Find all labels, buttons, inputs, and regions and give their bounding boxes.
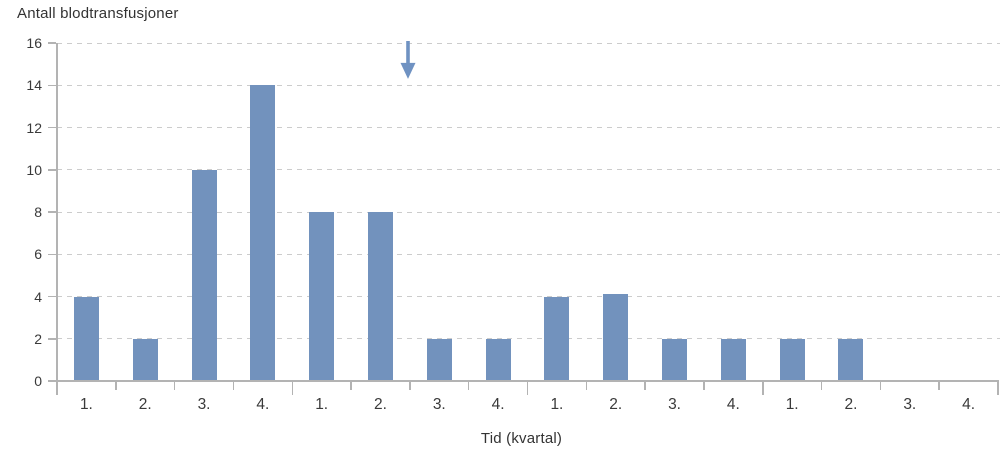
x-tick-label: 4.: [491, 396, 505, 413]
x-axis-tick: [879, 381, 882, 390]
bar-quarter-3: [191, 169, 217, 381]
x-tick-label: 2.: [374, 396, 387, 413]
x-tick-label: 2.: [138, 396, 152, 413]
bar-quarter-5: [309, 212, 335, 381]
x-axis-tick: [115, 381, 117, 390]
x-tick-label: 1.: [315, 396, 329, 413]
x-tick-label: 1.: [550, 396, 564, 413]
y-tick-label: 4: [34, 288, 42, 305]
gridline: [57, 211, 1000, 213]
bar-quarter-11: [662, 338, 688, 381]
x-axis-year-tick: [762, 381, 764, 395]
bar-quarter-4: [250, 85, 276, 381]
y-axis-tick: [48, 169, 56, 171]
x-tick-label: 4.: [256, 396, 270, 413]
gridline: [57, 253, 1000, 255]
y-axis-tick: [48, 84, 56, 86]
y-axis-tick: [48, 211, 56, 213]
x-axis-year-tick: [997, 381, 999, 395]
x-tick-label: 4.: [962, 396, 976, 413]
chart-title: Antall blodtransfusjoner: [17, 5, 179, 22]
x-axis-title: Tid (kvartal): [480, 430, 563, 447]
y-tick-label: 0: [34, 373, 42, 389]
y-axis-tick: [48, 253, 56, 255]
bar-quarter-13: [779, 338, 805, 381]
x-axis-tick: [409, 381, 411, 390]
y-axis-tick: [48, 338, 56, 340]
bar-quarter-9: [544, 296, 570, 381]
y-tick-label: 12: [26, 119, 42, 136]
bar-quarter-7: [426, 338, 452, 381]
x-axis-tick: [703, 381, 705, 390]
y-tick-label: 10: [26, 161, 42, 178]
x-axis-year-tick: [526, 381, 529, 395]
bar-quarter-14: [838, 338, 864, 381]
x-tick-label: 3.: [668, 396, 681, 413]
y-tick-label: 8: [34, 204, 42, 220]
gridline: [57, 84, 1000, 86]
y-axis-tick: [48, 295, 56, 298]
x-axis-tick: [938, 381, 940, 390]
x-axis-tick: [820, 381, 823, 390]
x-axis-tick: [350, 381, 352, 390]
x-axis-tick: [467, 381, 470, 390]
bar-quarter-8: [485, 338, 511, 381]
x-tick-label: 1.: [785, 396, 799, 413]
x-tick-label: 4.: [726, 396, 740, 413]
bar-quarter-6: [367, 212, 393, 381]
x-axis-tick: [173, 381, 176, 390]
down-arrow-icon: [400, 41, 416, 79]
bar-quarter-1: [73, 296, 99, 381]
gridline: [57, 127, 1000, 128]
gridline: [57, 338, 1000, 340]
gridline: [57, 296, 1000, 297]
x-tick-label: 3.: [432, 396, 446, 413]
x-tick-label: 3.: [197, 396, 211, 413]
y-axis-line: [56, 43, 58, 381]
bar-quarter-2: [132, 338, 158, 381]
x-axis-year-tick: [291, 381, 293, 395]
x-tick-label: 3.: [903, 396, 917, 413]
gridline: [57, 42, 1000, 44]
x-axis-tick: [644, 381, 646, 390]
y-tick-label: 16: [26, 35, 42, 51]
x-axis-year-tick: [56, 381, 58, 395]
y-tick-label: 14: [26, 77, 42, 94]
bar-quarter-12: [720, 338, 746, 381]
x-tick-label: 2.: [844, 396, 858, 413]
bar-quarter-10: [603, 294, 629, 381]
x-axis-tick: [232, 381, 235, 390]
x-tick-label: 2.: [609, 396, 623, 413]
gridline: [57, 169, 1000, 171]
y-axis-tick: [48, 126, 56, 129]
x-tick-label: 1.: [79, 396, 93, 413]
x-axis-tick: [585, 381, 588, 390]
y-axis-tick: [48, 42, 56, 44]
y-tick-label: 2: [34, 330, 42, 347]
y-tick-label: 6: [34, 246, 42, 263]
y-axis-tick: [48, 380, 56, 382]
